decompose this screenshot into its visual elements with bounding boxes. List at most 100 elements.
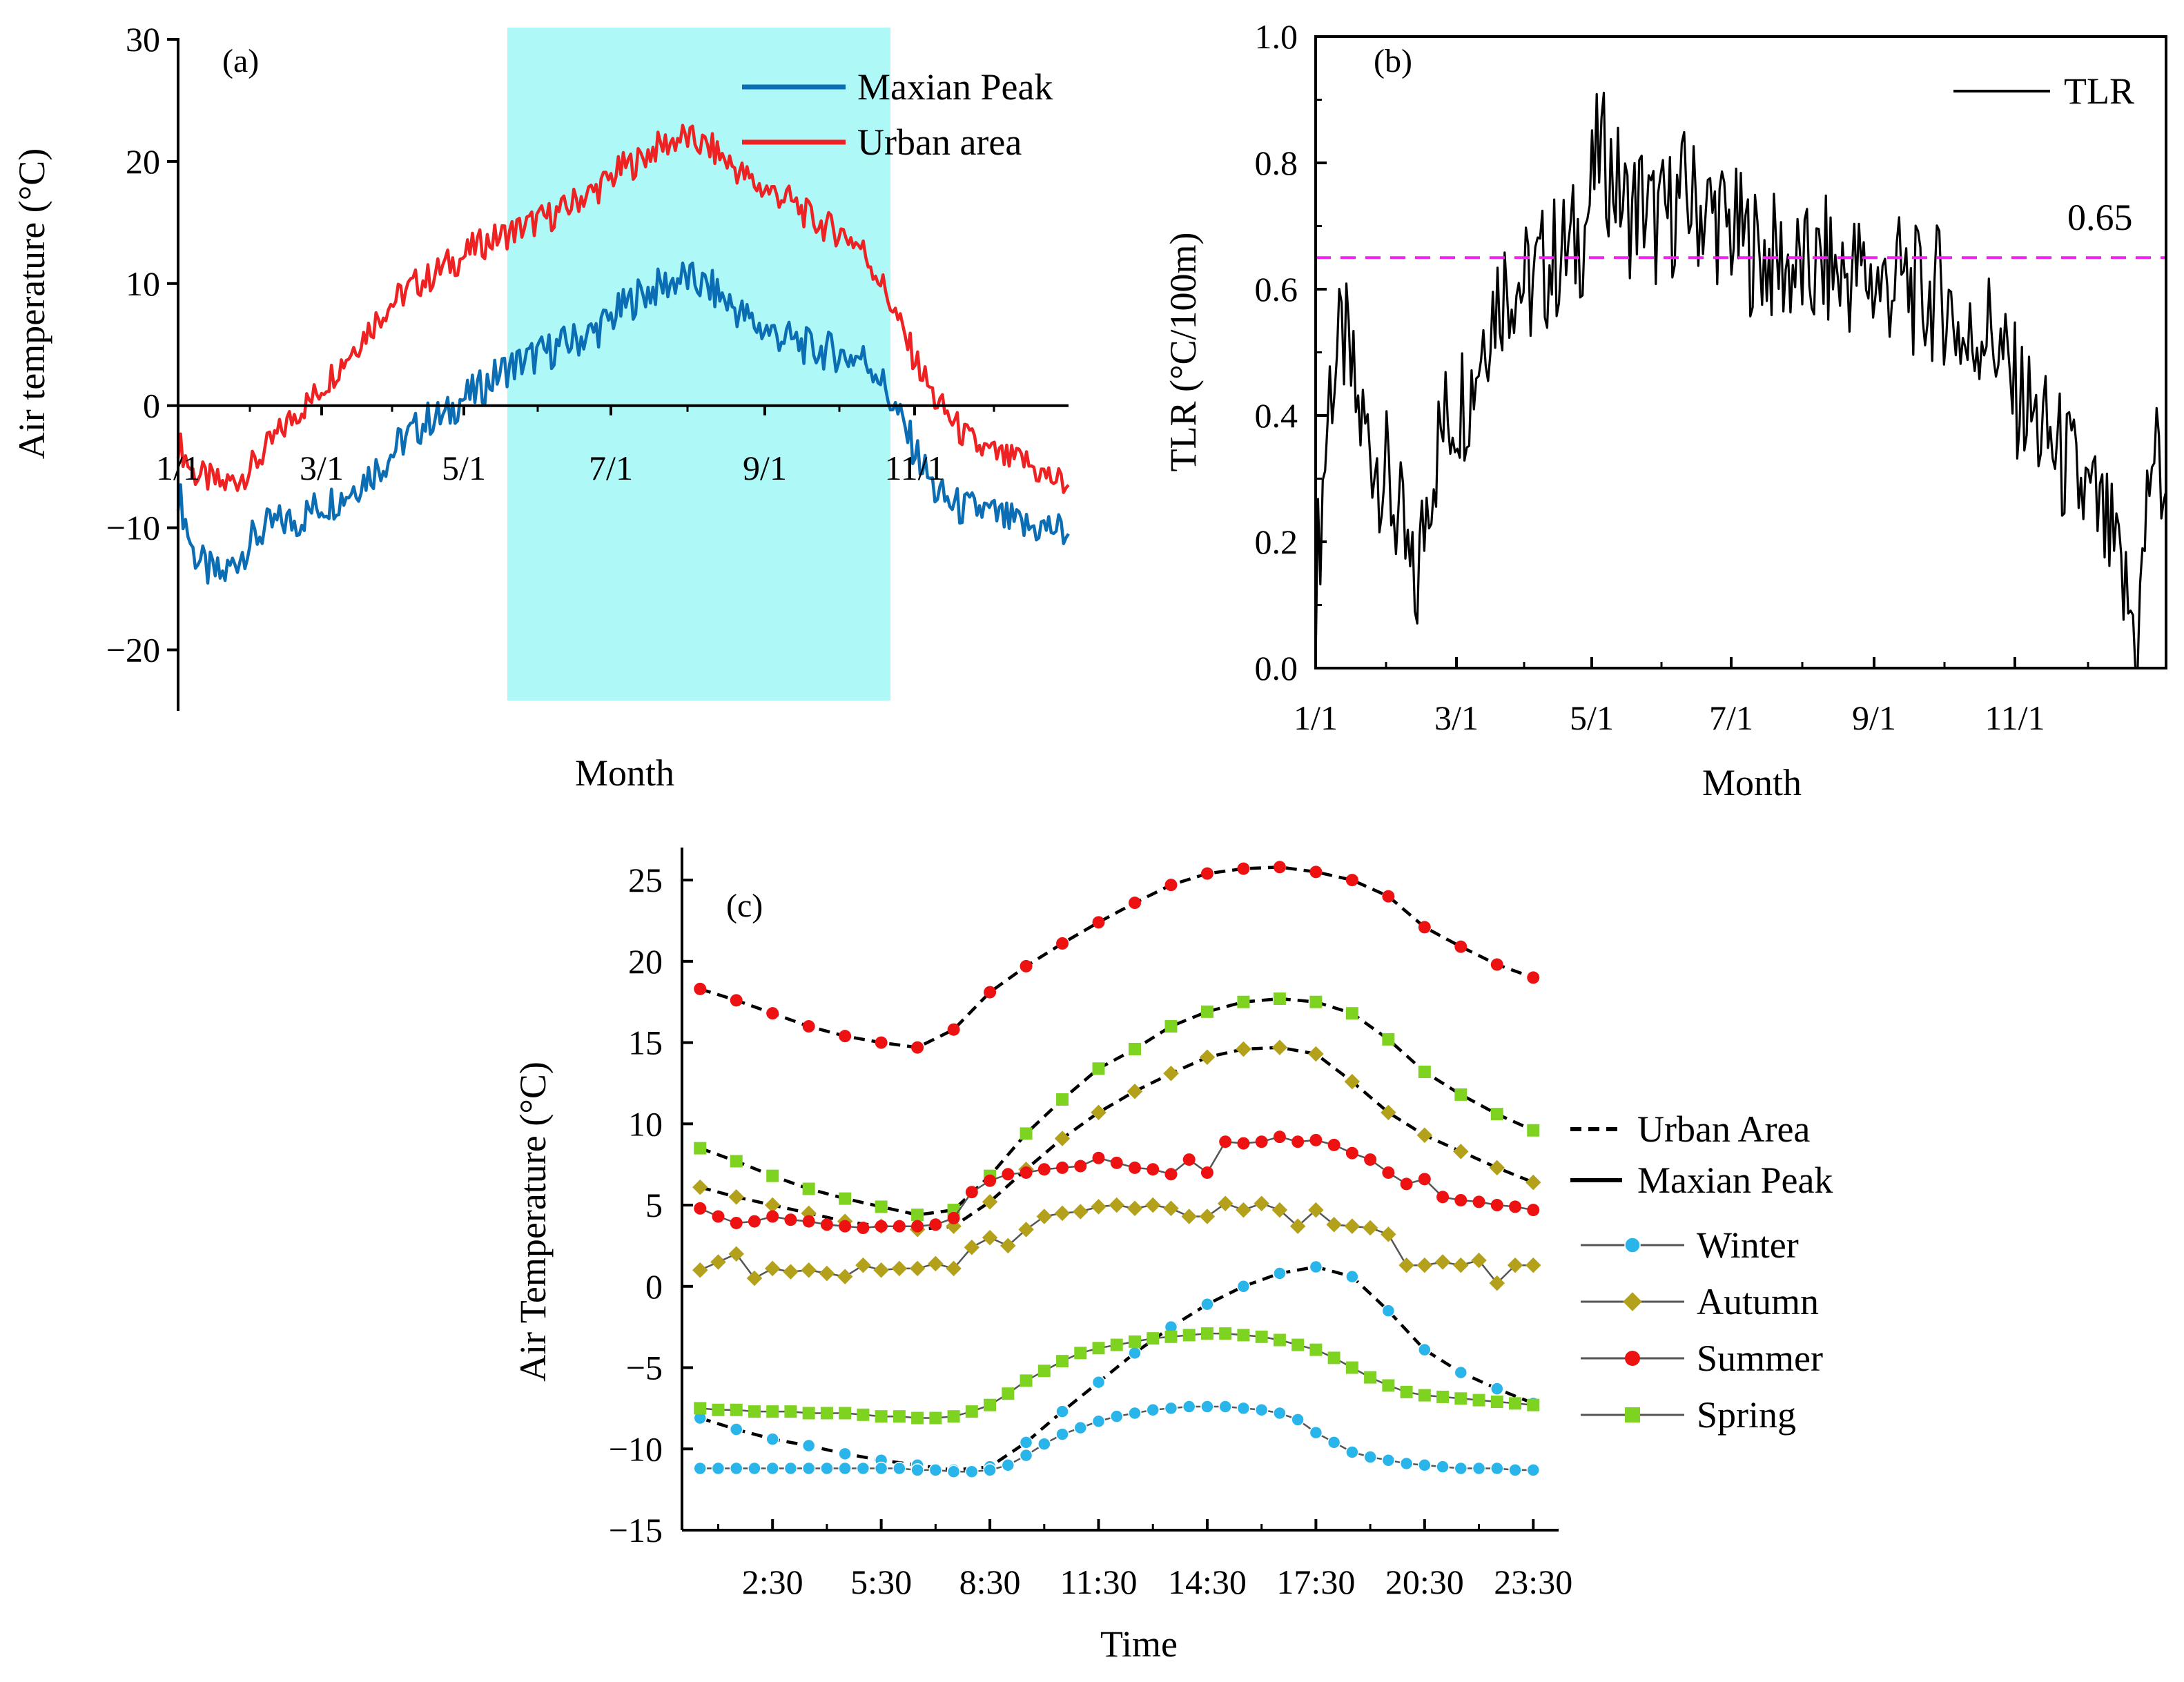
data-point	[1056, 1355, 1069, 1368]
data-point	[855, 1257, 871, 1273]
data-point	[1454, 1088, 1468, 1101]
data-point	[947, 1023, 960, 1036]
data-point	[711, 1461, 725, 1476]
data-point	[1219, 1327, 1232, 1340]
y-tick-label: −10	[106, 509, 160, 547]
data-point	[1291, 1413, 1305, 1427]
data-point	[1289, 1218, 1306, 1234]
data-point	[1509, 1200, 1522, 1213]
x-tick-label: 14:30	[1168, 1563, 1247, 1601]
data-point	[1489, 1160, 1505, 1176]
data-point	[748, 1461, 761, 1476]
data-point	[1091, 1199, 1106, 1215]
data-point	[1490, 1382, 1504, 1396]
data-point	[1092, 916, 1105, 929]
x-tick-label: 5/1	[442, 449, 486, 487]
data-point	[801, 1461, 816, 1476]
series-line	[699, 1046, 1534, 1231]
panel-a-label: (a)	[222, 43, 259, 79]
data-point	[1471, 1252, 1487, 1269]
data-point	[909, 1260, 926, 1277]
data-point	[1199, 1209, 1216, 1224]
data-point	[748, 1215, 761, 1228]
data-point	[1237, 1137, 1250, 1150]
data-point	[928, 1255, 944, 1272]
legend-label-spring: Spring	[1697, 1394, 1796, 1436]
x-tick-label: 9/1	[1852, 698, 1896, 737]
y-tick-label: 0	[645, 1267, 663, 1306]
y-tick-label: 0.6	[1255, 270, 1298, 309]
data-point	[1418, 1389, 1431, 1402]
panel-b-chart: 0.0 0.2 0.4 0.6 0.8 1.0 1/1 3/1 5/1 7/1 9/1 11/1 (b…	[1162, 17, 2167, 803]
data-point	[1164, 1020, 1178, 1033]
data-point	[838, 1447, 852, 1461]
data-point	[1037, 1365, 1051, 1378]
data-point	[1182, 1153, 1196, 1166]
data-point	[838, 1461, 852, 1476]
data-point	[1074, 1347, 1087, 1360]
x-tick-label: 23:30	[1494, 1563, 1572, 1601]
panel-b-frame	[1314, 35, 2167, 669]
data-point	[947, 1211, 960, 1224]
y-tick-label: 20	[628, 942, 663, 981]
data-point	[1200, 1400, 1214, 1414]
data-point	[1056, 937, 1069, 950]
legend-label-tlr: TLR	[2064, 70, 2134, 112]
data-point	[1453, 1144, 1469, 1160]
data-point	[1489, 1275, 1505, 1291]
data-point	[1453, 1257, 1469, 1273]
data-point	[965, 1405, 978, 1418]
data-point	[839, 1220, 852, 1233]
panel-a-chart: 30 20 10 0 −10 −20 1/1 3/1 5/1 7/1 9/1 11/1 (a) Air…	[11, 20, 1070, 794]
data-point	[1418, 1342, 1432, 1357]
data-point	[837, 1269, 853, 1284]
data-point	[1490, 1461, 1504, 1476]
data-point	[1163, 1200, 1179, 1217]
data-point	[1236, 1202, 1251, 1218]
data-point	[1254, 1402, 1269, 1417]
legend-label-maxian-peak: Maxian Peak	[857, 66, 1053, 108]
data-point	[1273, 1406, 1287, 1420]
data-point	[820, 1407, 833, 1420]
data-point	[1254, 1195, 1269, 1211]
panel-a-y-axis-title: Air temperature (°C)	[11, 148, 52, 459]
x-tick-label: 11/1	[1985, 698, 2045, 737]
legend-label-summer: Summer	[1697, 1338, 1823, 1379]
data-point	[1527, 1204, 1540, 1217]
data-point	[875, 1036, 888, 1049]
panel-b-reference-label: 0.65	[2067, 197, 2133, 238]
x-tick-label: 1/1	[1294, 698, 1338, 737]
data-point	[692, 1179, 708, 1195]
data-point	[1490, 1199, 1503, 1212]
panel-c-chart: 25 20 15 10 5 0 −5 −10 −15 2:30 5:30 8:30 11:30 14:30…	[512, 848, 1833, 1665]
data-point	[1309, 1343, 1323, 1356]
data-point	[984, 986, 997, 999]
data-point	[1416, 1257, 1433, 1273]
y-tick-label: 15	[628, 1024, 663, 1062]
data-point	[1092, 1151, 1105, 1164]
data-point	[1454, 940, 1468, 953]
data-point	[1525, 1257, 1541, 1273]
data-point	[875, 1200, 888, 1213]
data-point	[1237, 995, 1250, 1008]
data-point	[1418, 1065, 1431, 1078]
x-tick-label: 20:30	[1385, 1563, 1464, 1601]
data-point	[1291, 1135, 1305, 1148]
data-point	[875, 1410, 888, 1423]
data-point	[1525, 1174, 1541, 1191]
data-point	[1037, 1163, 1051, 1176]
data-point	[1436, 1191, 1450, 1204]
data-point	[1527, 1398, 1540, 1411]
data-point	[1490, 958, 1503, 971]
data-point	[1218, 1400, 1232, 1414]
data-point	[1144, 1197, 1161, 1213]
y-tick-label: 0	[143, 387, 160, 425]
data-point	[1002, 1168, 1015, 1181]
data-point	[802, 1020, 815, 1033]
data-point	[1019, 1436, 1033, 1449]
data-point	[982, 1229, 998, 1246]
data-point	[1345, 1361, 1358, 1374]
data-point	[1200, 867, 1213, 880]
data-point	[873, 1262, 889, 1278]
